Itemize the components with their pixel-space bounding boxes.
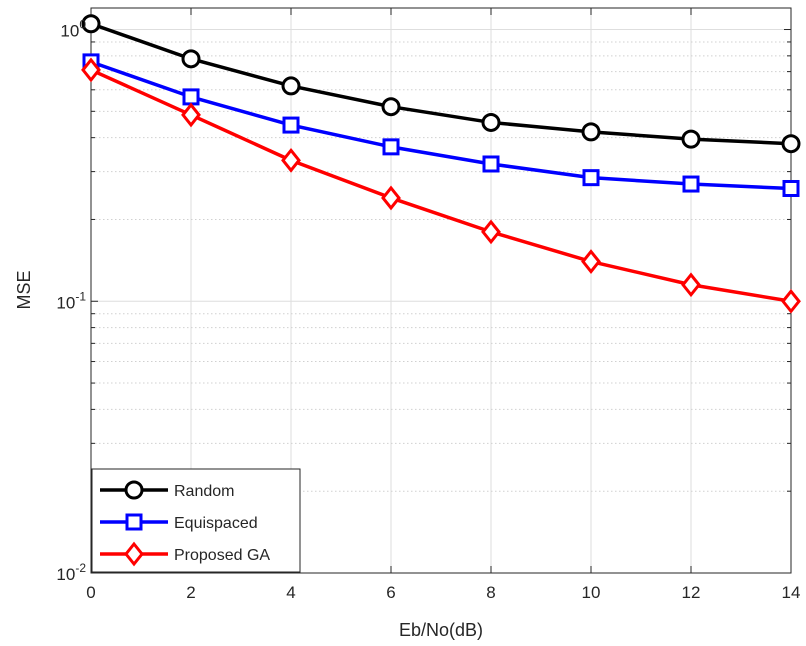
data-point-proposed-ga <box>181 102 201 128</box>
legend: Random Equispaced Proposed GA <box>91 468 301 573</box>
series-layer <box>81 14 801 314</box>
y-tick-label: 10-2 <box>56 561 86 584</box>
x-tick-label: 4 <box>286 583 295 602</box>
data-point-equispaced <box>782 179 800 197</box>
series-proposed-ga <box>81 57 801 314</box>
legend-label-proposed-ga: Proposed GA <box>174 547 270 564</box>
data-point-proposed-ga <box>481 219 501 245</box>
data-point-random <box>581 122 601 142</box>
legend-marker-equispaced <box>125 513 143 531</box>
data-point-random <box>781 134 801 154</box>
data-point-proposed-ga <box>781 288 801 314</box>
data-point-random <box>181 49 201 69</box>
data-point-equispaced <box>282 116 300 134</box>
data-point-random <box>381 97 401 117</box>
series-line-proposed-ga <box>90 68 792 303</box>
data-point-equispaced <box>482 155 500 173</box>
data-point-equispaced <box>182 88 200 106</box>
data-point-equispaced <box>582 169 600 187</box>
x-tick-label: 0 <box>86 583 95 602</box>
data-point-random <box>481 112 501 132</box>
y-tick-exponent: -2 <box>75 561 86 575</box>
data-point-random <box>81 14 101 34</box>
data-point-proposed-ga <box>381 185 401 211</box>
legend-marker-proposed-ga <box>124 541 144 567</box>
x-tick-label: 10 <box>582 583 601 602</box>
data-point-equispaced <box>682 175 700 193</box>
series-random <box>81 14 801 154</box>
y-tick-base: 10 <box>56 565 75 584</box>
y-tick-label: 10-1 <box>56 289 86 312</box>
y-tick-base: 10 <box>56 293 75 312</box>
y-tick-label: 100 <box>60 18 86 41</box>
series-equispaced <box>82 53 800 197</box>
y-tick-base: 10 <box>60 22 79 41</box>
y-tick-exponent: 0 <box>79 18 86 32</box>
data-point-equispaced <box>382 138 400 156</box>
y-tick-exponent: -1 <box>75 289 86 303</box>
series-line-equispaced <box>90 60 792 191</box>
x-tick-label: 8 <box>486 583 495 602</box>
legend-marker-random <box>124 480 144 500</box>
x-axis-title: Eb/No(dB) <box>399 620 483 640</box>
data-point-proposed-ga <box>681 272 701 298</box>
data-point-proposed-ga <box>581 249 601 274</box>
data-point-proposed-ga <box>81 57 101 83</box>
x-tick-label: 12 <box>682 583 701 602</box>
y-axis-title: MSE <box>14 270 34 309</box>
x-tick-label: 6 <box>386 583 395 602</box>
legend-label-equispaced: Equispaced <box>174 515 258 532</box>
x-tick-label: 2 <box>186 583 195 602</box>
series-line-random <box>90 22 792 146</box>
data-point-proposed-ga <box>281 147 301 173</box>
data-point-random <box>681 129 701 149</box>
legend-label-random: Random <box>174 483 234 500</box>
x-tick-label: 14 <box>782 583 801 602</box>
data-point-random <box>281 76 301 96</box>
